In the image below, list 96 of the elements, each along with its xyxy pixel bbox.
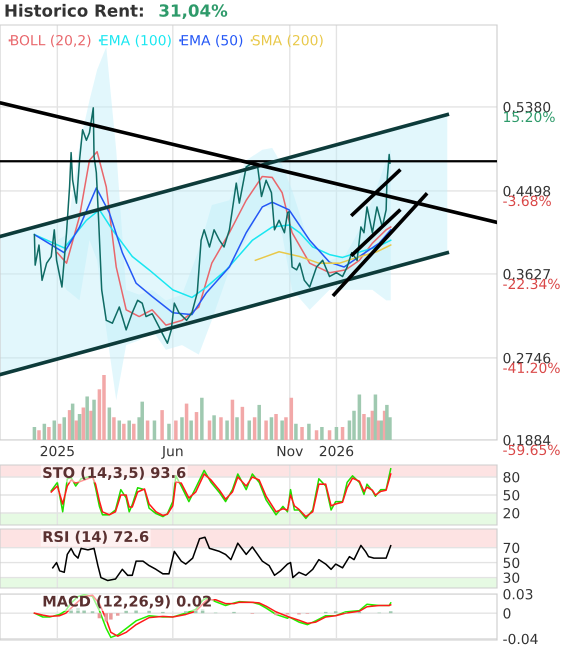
bar (320, 427, 324, 440)
bar (230, 400, 234, 440)
bar (42, 424, 46, 440)
bar (108, 408, 112, 440)
bar (127, 420, 131, 440)
x-tick-label: 2025 (40, 446, 74, 456)
bar (208, 420, 212, 440)
bar (180, 417, 184, 440)
bar (174, 420, 178, 440)
line-series (34, 187, 392, 316)
bar (189, 420, 193, 440)
bar (47, 427, 51, 440)
bar (219, 417, 223, 440)
bar (122, 424, 126, 440)
bar (294, 424, 298, 440)
y-tick-label: 70 (504, 542, 520, 554)
bar (314, 430, 318, 440)
x-tick-label: 2026 (320, 446, 354, 456)
bar (146, 420, 150, 440)
y2-tick-label: -59.65% (503, 444, 560, 456)
y-tick-label: 0,2746 (503, 352, 550, 365)
chart-title: RSI (14) 72.6 (44, 530, 148, 544)
bar (334, 427, 338, 440)
bar (385, 404, 389, 440)
bar (257, 404, 261, 440)
bar (37, 430, 41, 440)
y2-tick-label: -41.20% (503, 362, 560, 374)
bar (200, 398, 204, 440)
bar (235, 417, 239, 440)
bar (70, 404, 74, 440)
y-tick-label: 0,1884 (503, 434, 550, 447)
bar (74, 420, 78, 440)
line-series (34, 107, 391, 344)
bar (225, 420, 229, 440)
bar (340, 427, 344, 440)
y2-tick-label: -22.34% (503, 278, 560, 290)
bar (284, 417, 288, 440)
bar (85, 396, 89, 440)
x-tick-label: Nov (278, 446, 303, 456)
bar (328, 430, 332, 440)
bar (248, 420, 252, 440)
y-tick-label: 0,5380 (503, 102, 550, 114)
bar (118, 420, 122, 440)
bar (184, 404, 188, 440)
legend-label: EMA (100) (101, 34, 171, 48)
bar (52, 420, 56, 440)
bar (92, 400, 96, 440)
bar (132, 424, 136, 440)
x-tick-label: Jun (161, 446, 182, 459)
y-tick-label: 50 (504, 558, 520, 568)
y2-tick-label: 15.20% (504, 112, 555, 122)
bar (374, 394, 378, 440)
bar (89, 410, 93, 440)
bar (58, 424, 62, 440)
bar (112, 417, 116, 440)
bar (212, 415, 216, 440)
bar (376, 420, 380, 440)
bar (280, 420, 284, 440)
y-tick-label: 80 (503, 472, 520, 482)
bar (160, 410, 164, 440)
bar (240, 406, 244, 440)
y2-tick-label: -3.68% (503, 196, 551, 206)
line-series (56, 150, 392, 326)
bar (274, 414, 278, 440)
bar (264, 420, 268, 440)
y-tick-label: 0 (503, 608, 510, 619)
y-tick-label: 0.03 (503, 588, 532, 600)
y-tick-label: 50 (504, 490, 520, 500)
bar (252, 417, 256, 440)
bar (366, 417, 370, 440)
chart-title: Historico Rent: (6, 4, 143, 17)
bar (32, 427, 36, 440)
chart-subtitle: 31,04% (159, 4, 228, 19)
bar (270, 417, 274, 440)
bar (167, 424, 171, 440)
y-tick-label: 20 (504, 508, 520, 518)
chart-title: STO (14,3,5) 93.6 (43, 466, 186, 480)
bar (194, 412, 198, 440)
bar (290, 398, 294, 440)
bar (78, 414, 82, 440)
y-tick-label: -0.04 (503, 634, 538, 644)
legend-label: SMA (200) (252, 34, 323, 48)
legend-label: EMA (50) (182, 34, 242, 48)
bar (307, 424, 311, 440)
bar (362, 414, 366, 440)
y-tick-label: 30 (504, 572, 520, 584)
bar (300, 427, 304, 440)
bar (140, 402, 144, 440)
line-series (34, 209, 392, 298)
y-tick-label: 0,4498 (503, 186, 550, 198)
bar (62, 417, 66, 440)
line-series (254, 244, 392, 264)
bar (152, 420, 156, 440)
legend-label: BOLL (20,2) (11, 34, 90, 48)
y-tick-label: 0,3627 (503, 268, 550, 281)
bar (82, 408, 86, 440)
